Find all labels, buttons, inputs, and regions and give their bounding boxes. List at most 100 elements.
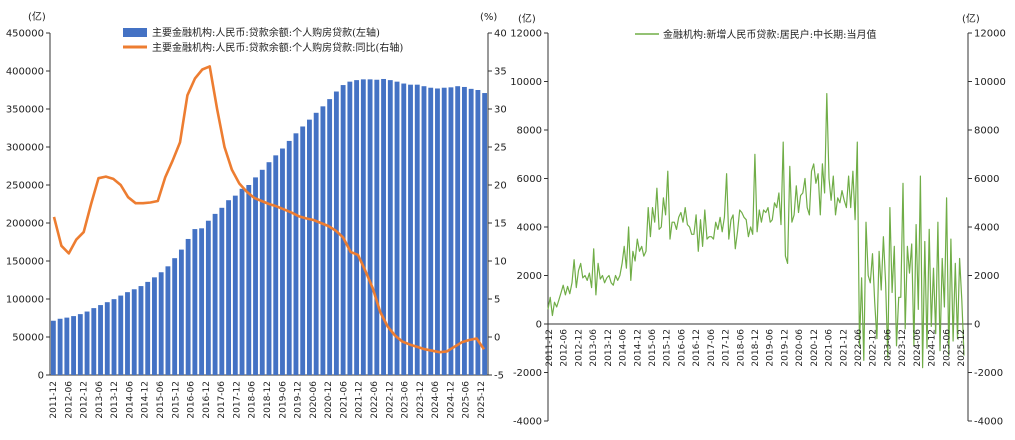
bar: [91, 308, 97, 375]
bar: [259, 169, 265, 375]
x-tick-label: 2014-06: [125, 381, 135, 419]
right-tick-label: -5: [494, 371, 504, 382]
bar: [212, 213, 218, 375]
x-tick-label: 2013-12: [110, 381, 120, 419]
left-tick-label: 50000: [12, 333, 44, 344]
x-tick-label: 2015-12: [663, 329, 673, 367]
left-tick-label: 6000: [517, 174, 542, 185]
left-tick-label: 300000: [6, 143, 44, 154]
legend-line-label: 金融机构:新增人民币贷款:居民户:中长期:当月值: [663, 28, 876, 41]
x-tick-label: 2016-06: [187, 381, 197, 419]
bar: [293, 133, 299, 375]
x-tick-label: 2019-12: [780, 329, 790, 367]
x-tick-label: 2012-12: [574, 329, 584, 367]
bar: [280, 148, 285, 375]
left-tick-label: -2000: [513, 368, 542, 379]
right-tick-label: 4000: [974, 223, 999, 234]
x-tick-label: 2024-12: [928, 329, 938, 367]
left-tick-label: 0: [38, 371, 44, 382]
bar: [340, 85, 346, 375]
left-tick-label: 12000: [510, 29, 542, 40]
bar: [441, 87, 447, 375]
bar: [482, 93, 488, 375]
bar: [360, 79, 366, 376]
yoy-line: [52, 65, 486, 354]
bar: [401, 83, 407, 375]
bar: [347, 81, 353, 375]
x-tick-label: 2020-06: [309, 381, 319, 419]
x-tick-label: 2016-12: [692, 329, 702, 367]
bar: [475, 90, 481, 375]
bar: [333, 91, 339, 376]
x-tick-label: 2014-06: [619, 329, 629, 367]
x-tick-label: 2025-12: [957, 329, 967, 367]
right-tick-label: 8000: [974, 126, 999, 137]
left-tick-label: 8000: [517, 126, 542, 137]
x-tick-label: 2023-12: [416, 381, 426, 419]
bar: [178, 249, 184, 375]
bar: [98, 305, 103, 375]
x-tick-label: 2023-06: [401, 381, 411, 419]
bar: [468, 88, 474, 376]
x-tick-label: 2022-12: [385, 381, 395, 419]
bar: [381, 78, 386, 375]
x-tick-label: 2021-12: [355, 381, 365, 419]
bar: [77, 314, 83, 375]
left-tick-label: 10000: [510, 77, 542, 88]
bar: [421, 86, 427, 375]
bar: [71, 316, 77, 375]
x-tick-label: 2023-12: [898, 329, 908, 367]
bar: [192, 229, 198, 375]
x-tick-label: 2011-12: [545, 329, 555, 367]
bar: [461, 86, 467, 376]
left-tick-label: 450000: [6, 29, 44, 40]
bar: [219, 207, 225, 375]
x-tick-label: 2020-12: [810, 329, 820, 367]
bar: [158, 272, 164, 375]
legend-bar-swatch: [123, 28, 147, 37]
bar: [307, 119, 312, 375]
x-tick-label: 2019-06: [278, 381, 288, 419]
x-tick-label: 2021-06: [339, 381, 349, 419]
bar: [408, 84, 413, 376]
left-tick-label: 0: [536, 320, 542, 331]
x-tick-label: 2021-06: [825, 329, 835, 367]
bar: [435, 88, 440, 375]
x-tick-label: 2016-12: [202, 381, 212, 419]
bar: [118, 295, 124, 375]
x-tick-label: 2018-12: [751, 329, 761, 367]
x-tick-label: 2020-06: [795, 329, 805, 367]
left-axis-unit: (亿): [518, 12, 536, 25]
right-tick-label: 12000: [974, 29, 1006, 40]
left-tick-label: 400000: [6, 67, 44, 78]
x-tick-label: 2012-06: [560, 329, 570, 367]
bar: [246, 185, 252, 375]
right-tick-label: 5: [494, 295, 500, 306]
bar: [253, 177, 258, 375]
bar: [145, 281, 151, 375]
right-tick-label: 40: [494, 29, 507, 40]
x-tick-label: 2012-12: [80, 381, 90, 419]
bar: [185, 238, 191, 375]
bar: [84, 311, 90, 375]
bar: [226, 200, 231, 375]
x-tick-label: 2024-06: [431, 381, 441, 419]
bar: [266, 162, 272, 375]
right-tick-label: 30: [494, 105, 507, 116]
x-tick-label: 2019-12: [294, 381, 304, 419]
right-tick-label: 0: [494, 333, 500, 344]
legend-line-label: 主要金融机构:人民币:贷款余额:个人购房贷款:同比(右轴): [152, 41, 403, 54]
left-chart: (亿) (%) 0 50000 100000 150000 200000 250000 3000…: [6, 10, 507, 419]
left-tick-label: 250000: [6, 181, 44, 192]
x-tick-label: 2018-06: [248, 381, 258, 419]
bar: [57, 318, 63, 375]
bar: [273, 155, 279, 375]
right-tick-label: 0: [974, 320, 980, 331]
bar: [239, 188, 245, 375]
legend-bar-label: 主要金融机构:人民币:贷款余额:个人购房贷款(左轴): [152, 26, 380, 39]
x-tick-label: 2025-06: [942, 329, 952, 367]
right-tick-label: 10000: [974, 77, 1006, 88]
left-tick-label: 150000: [6, 257, 44, 268]
left-axis-unit: (亿): [28, 10, 46, 23]
x-tick-label: 2013-06: [589, 329, 599, 367]
